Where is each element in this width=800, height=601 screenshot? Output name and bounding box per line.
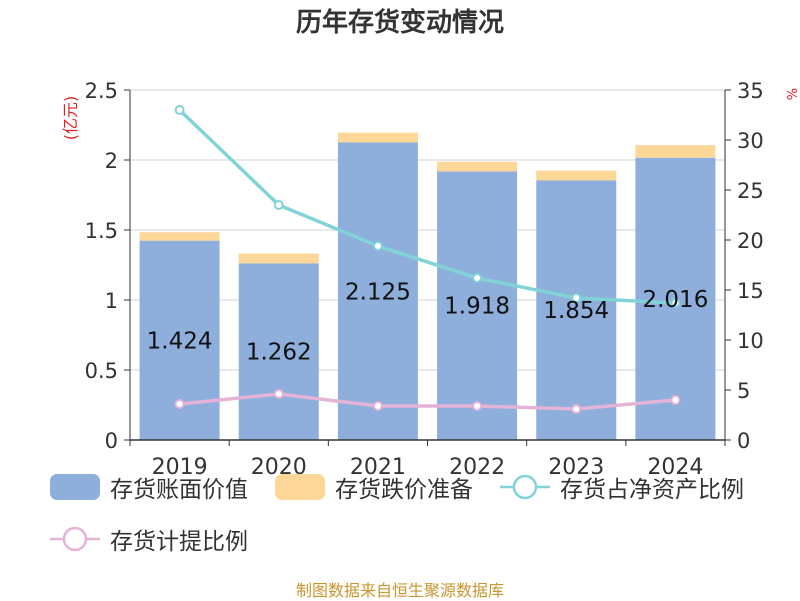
legend-line-marker <box>500 474 550 500</box>
line-point-1-2019 <box>174 105 185 115</box>
bar-stack-2024 <box>635 145 716 158</box>
legend-item-3[interactable]: 存货占净资产比例 <box>500 470 744 504</box>
data-label-2019: 1.424 <box>147 328 213 354</box>
line-point-1-2020 <box>273 200 284 210</box>
y-left-unit: (亿元) <box>61 96 80 141</box>
bar-stack-2021 <box>337 132 418 143</box>
y-right-tick-label: 35 <box>737 79 764 103</box>
line-point-2-2022 <box>472 401 483 411</box>
legend-item-4[interactable]: 存货计提比例 <box>50 522 248 556</box>
legend-swatch <box>275 474 325 500</box>
x-tick-label-2024: 2024 <box>647 455 703 480</box>
legend-item-1[interactable]: 存货账面价值 <box>50 470 248 504</box>
data-label-2023: 1.854 <box>543 298 609 324</box>
line-layer <box>174 105 681 414</box>
line-series-1 <box>178 108 676 305</box>
data-label-2022: 1.918 <box>444 294 510 320</box>
legend-label: 存货占净资产比例 <box>560 477 744 503</box>
chart-title: 历年存货变动情况 <box>295 8 504 38</box>
line-point-2-2024 <box>670 395 681 405</box>
bar-2023 <box>536 180 617 440</box>
legend-line-marker <box>50 526 100 552</box>
y-left-tick-label: 2 <box>105 149 118 173</box>
y-left-tick-label: 0 <box>105 429 118 453</box>
data-label-2024: 2.016 <box>642 287 708 313</box>
y-left-tick-label: 1.5 <box>85 219 118 243</box>
source-note: 制图数据来自恒生聚源数据库 <box>295 581 504 600</box>
grid-layer <box>130 89 725 371</box>
y-left-tick-label: 2.5 <box>85 79 118 103</box>
legend-item-2[interactable]: 存货跌价准备 <box>275 470 473 504</box>
y-right-tick-label: 10 <box>737 329 764 353</box>
x-tick-label-2021: 2021 <box>350 455 406 480</box>
line-point-2-2021 <box>372 401 383 411</box>
y-right-tick-label: 5 <box>737 379 750 403</box>
bar-stack-2023 <box>536 170 617 181</box>
label-layer: 1.424 1.262 2.125 1.918 1.854 2.016 <box>147 279 709 365</box>
bar-stack-2022 <box>437 161 518 172</box>
bar-layer <box>139 132 716 441</box>
x-tick-label-2023: 2023 <box>548 455 604 480</box>
data-label-2020: 1.262 <box>246 340 312 366</box>
bar-stack-2019 <box>139 232 220 241</box>
line-point-1-2021 <box>372 241 383 251</box>
y-right-tick-label: 0 <box>737 429 750 453</box>
y-right-tick-label: 25 <box>737 179 764 203</box>
y-left-tick-label: 0.5 <box>85 359 118 383</box>
line-point-2-2019 <box>174 399 185 409</box>
line-point-1-2023 <box>571 293 582 303</box>
bar-2021 <box>337 142 418 440</box>
line-point-2-2020 <box>273 389 284 399</box>
y-right-tick-label: 30 <box>737 129 764 153</box>
line-point-1-2022 <box>472 273 483 283</box>
legend-swatch <box>50 474 100 500</box>
bar-2022 <box>437 171 518 441</box>
legend-label: 存货计提比例 <box>110 529 248 555</box>
x-tick-label-2019: 2019 <box>152 455 208 480</box>
y-right-tick-label: 20 <box>737 229 764 253</box>
y-right-tick-label: 15 <box>737 279 764 303</box>
legend-label: 存货跌价准备 <box>335 477 473 503</box>
line-point-1-2024 <box>670 298 681 308</box>
y-left-tick-label: 1 <box>105 289 118 313</box>
line-series-2 <box>179 392 676 411</box>
data-label-2021: 2.125 <box>345 279 411 305</box>
bar-2020 <box>238 263 319 440</box>
bar-stack-2020 <box>238 253 319 264</box>
legend-label: 存货账面价值 <box>110 477 248 503</box>
line-point-2-2023 <box>571 404 582 414</box>
x-tick-label-2022: 2022 <box>449 455 505 480</box>
y-right-unit: % <box>786 88 800 100</box>
